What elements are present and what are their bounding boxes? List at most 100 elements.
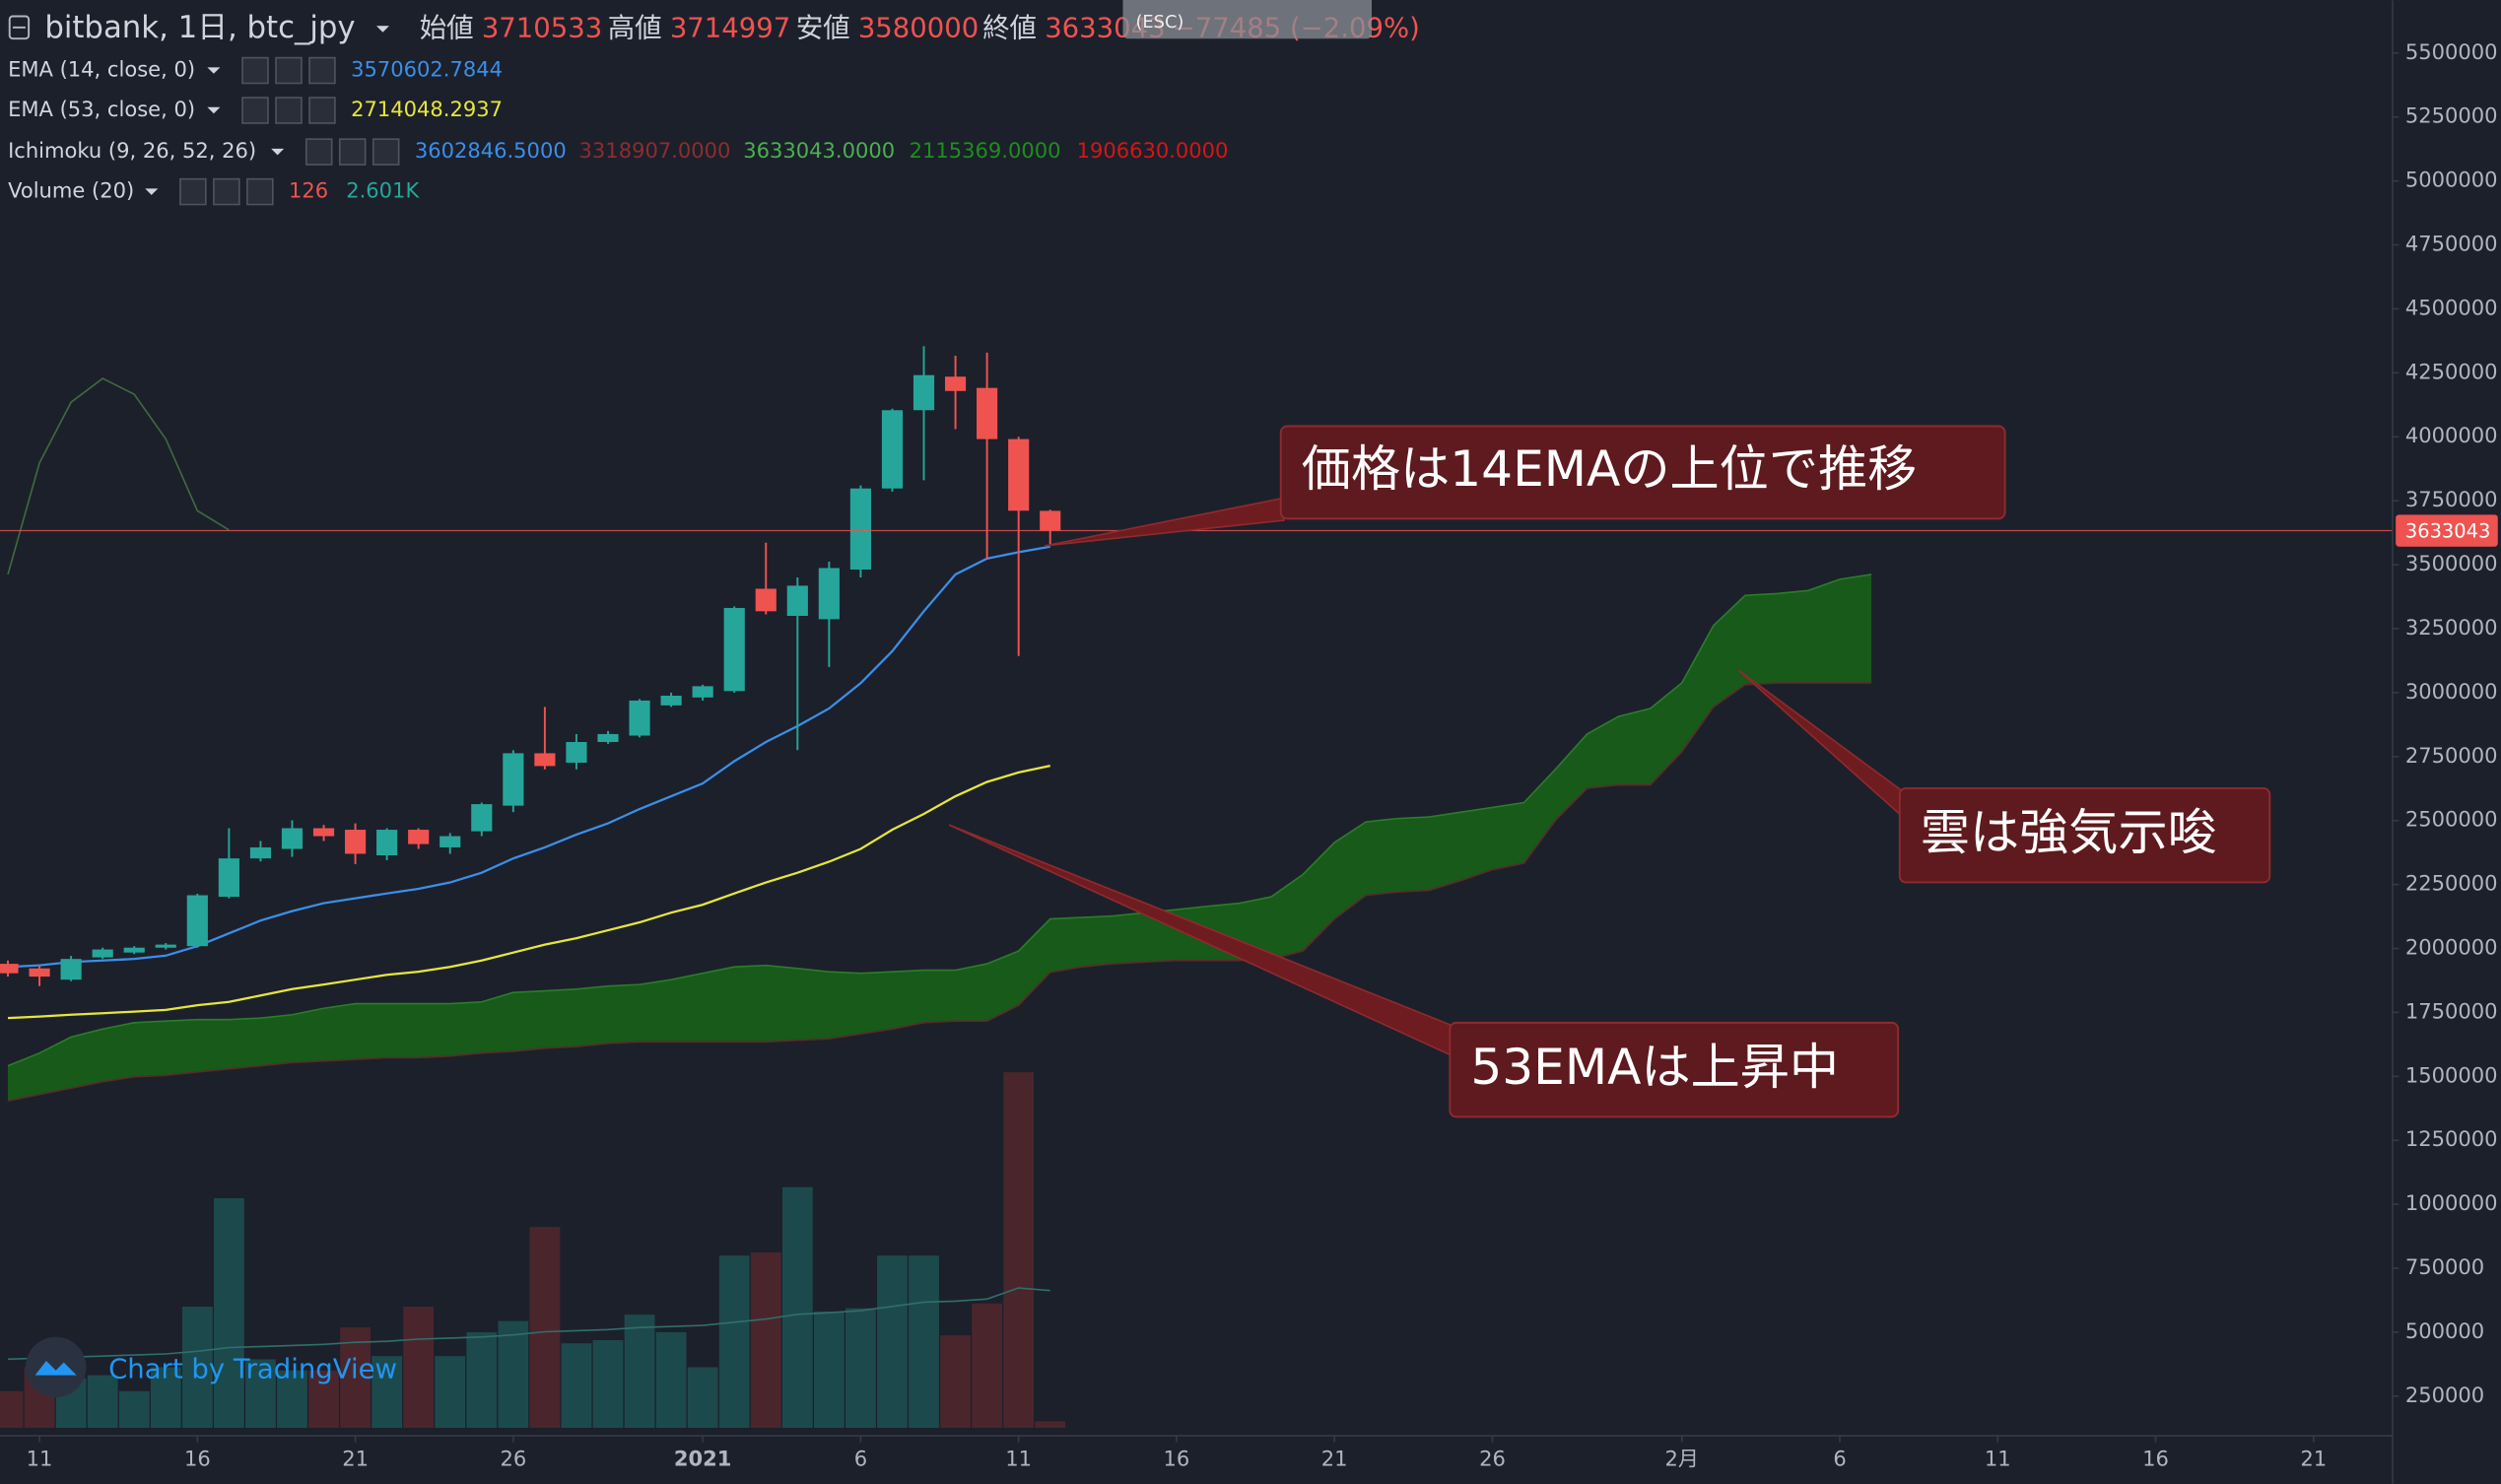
close-icon[interactable] (308, 97, 336, 124)
legend-value: 1906630.0000 (1077, 138, 1229, 163)
watermark-text[interactable]: Chart by TradingView (108, 1354, 397, 1385)
x-tick-label: 16 (184, 1446, 211, 1470)
x-tick-label: 11 (1005, 1446, 1032, 1470)
x-tick-label: 16 (2142, 1446, 2169, 1470)
volume-bar (972, 1303, 1003, 1429)
y-tick-label: 4500000 (2405, 295, 2498, 319)
volume-bar (877, 1255, 908, 1429)
chart-title[interactable]: bitbank, 1日, btc_jpy (44, 10, 355, 45)
volume-bar (181, 1307, 213, 1429)
legend-name[interactable]: EMA (14, close, 0) (8, 57, 195, 82)
ichimoku-cloud (8, 573, 1872, 1102)
candle-body (408, 830, 430, 844)
y-tick-label: 5500000 (2405, 39, 2498, 64)
ohlc-label: 終値 (982, 12, 1037, 43)
watermark[interactable]: Chart by TradingView (25, 1336, 397, 1398)
candle-body (1040, 510, 1061, 531)
candle-body (913, 374, 935, 411)
candle-body (218, 858, 239, 898)
y-tick-label: 3500000 (2405, 551, 2498, 575)
eye-icon[interactable] (179, 177, 207, 206)
candle-body (281, 828, 304, 849)
volume-bar (624, 1315, 655, 1429)
volume-bar (118, 1390, 150, 1429)
y-tick-label: 1750000 (2405, 998, 2498, 1023)
volume-bar (403, 1307, 435, 1429)
candle-body (92, 949, 113, 958)
legend-name[interactable]: EMA (53, close, 0) (8, 97, 195, 121)
candle-body (123, 947, 145, 953)
dropdown-arrow[interactable] (271, 148, 285, 156)
x-tick-label: 21 (342, 1446, 369, 1470)
ema-line (7, 765, 1050, 1020)
candle-body (755, 588, 777, 612)
candle-body (723, 607, 745, 692)
fullscreen-exit-overlay[interactable] (1122, 0, 1373, 39)
volume-bar (1003, 1072, 1035, 1429)
close-icon[interactable] (372, 138, 400, 166)
volume-bar (150, 1367, 181, 1429)
dropdown-arrow[interactable] (375, 26, 389, 33)
candle-body (439, 836, 461, 847)
indicator-legend: EMA (14, close, 0) 3570602.7844 EMA (53,… (8, 56, 1229, 206)
close-icon[interactable] (246, 177, 274, 206)
settings-icon[interactable] (275, 56, 303, 85)
callout-box[interactable] (1449, 1021, 1900, 1118)
x-tick-label: 2021 (674, 1446, 732, 1470)
dropdown-arrow[interactable] (207, 67, 221, 74)
settings-icon[interactable] (338, 138, 367, 166)
candle-body (881, 410, 904, 489)
candle-body (660, 696, 682, 706)
eye-icon[interactable] (241, 56, 269, 85)
settings-icon[interactable] (275, 97, 303, 124)
candle-body (155, 944, 176, 948)
legend-value: 3602846.5000 (415, 138, 567, 163)
candle-body (503, 753, 524, 806)
volume-bar (340, 1327, 371, 1429)
fullscreen-hint[interactable]: (ESC) (1135, 12, 1183, 33)
dropdown-arrow[interactable] (145, 188, 159, 195)
legend-value: 2714048.2937 (351, 97, 503, 121)
dropdown-arrow[interactable] (207, 106, 221, 114)
candle-body (312, 828, 335, 837)
settings-icon[interactable] (213, 177, 240, 206)
y-tick-label: 1500000 (2405, 1062, 2498, 1087)
candle-body (249, 846, 272, 859)
callout-box[interactable] (1898, 786, 2271, 884)
candle-body (597, 733, 619, 742)
y-tick-label: 3250000 (2405, 615, 2498, 640)
ohlc: 始値 3710533 高値 3714997 安値 3580000 終値 3633043 (420, 12, 1166, 43)
checkbox-icon[interactable] (8, 15, 31, 40)
y-tick-label: 250000 (2405, 1383, 2484, 1407)
legend-name[interactable]: Ichimoku (9, 26, 52, 26) (8, 138, 256, 163)
legend-name[interactable]: Volume (20) (8, 178, 134, 203)
y-tick-label: 500000 (2405, 1318, 2484, 1343)
volume-bar (592, 1340, 624, 1429)
ema-line (7, 545, 1050, 969)
eye-icon[interactable] (241, 97, 269, 124)
watermark-icon (34, 1361, 77, 1376)
x-tick-label: 11 (27, 1446, 53, 1470)
ohlc-label: 高値 (608, 12, 662, 43)
candle-body (849, 488, 871, 571)
close-icon[interactable] (308, 56, 336, 85)
volume-bar (466, 1331, 498, 1429)
y-tick-label: 4750000 (2405, 232, 2498, 256)
ohlc-label: 安値 (796, 12, 850, 43)
candle-body (471, 804, 493, 832)
callout-box[interactable] (1279, 425, 2006, 520)
candle-body (786, 585, 808, 617)
header: bitbank, 1日, btc_jpy 始値 3710533 高値 3714997 安… (8, 0, 1420, 45)
volume-ma-line (7, 1287, 1050, 1361)
ichimoku-values: 3602846.5000 3318907.0000 3633043.0000 2115… (415, 138, 1229, 163)
lagging-span-line (7, 377, 230, 575)
candle-body (534, 753, 556, 767)
y-tick-label: 1000000 (2405, 1190, 2498, 1215)
candle-body (944, 376, 967, 391)
volume-bar (750, 1252, 781, 1429)
eye-icon[interactable] (304, 138, 333, 166)
y-tick-label: 2500000 (2405, 807, 2498, 832)
